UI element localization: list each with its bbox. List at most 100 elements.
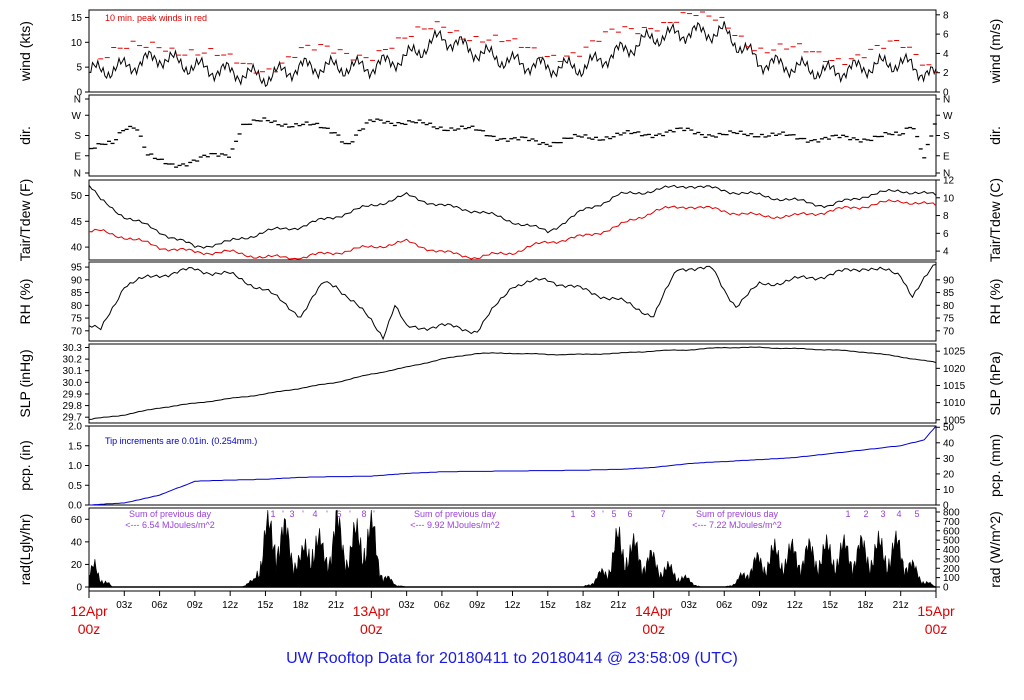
- y-tick-label: N: [943, 95, 950, 106]
- x-tick-label: 15z: [822, 600, 838, 611]
- y-tick-label: 95: [71, 263, 83, 274]
- y-tick-label: 100: [943, 573, 960, 584]
- chart-title: UW Rooftop Data for 20180411 to 20180414…: [286, 650, 738, 667]
- hour-mark: 6: [336, 509, 341, 519]
- y-tick-label: 75: [943, 314, 955, 325]
- x-tick-label: 06z: [152, 600, 168, 611]
- y-axis-label-right: RH (%): [987, 279, 1003, 325]
- daily-sum-label: Sum of previous day: [129, 509, 212, 519]
- hour-mark: 4: [312, 509, 317, 519]
- y-tick-label: 5: [76, 63, 82, 74]
- x-tick-label: 18z: [293, 600, 309, 611]
- y-tick-label: 40: [943, 438, 955, 449]
- y-axis-label-left: dir.: [17, 126, 33, 145]
- x-date-hour-label: 00z: [925, 621, 948, 637]
- y-tick-label: 1.5: [68, 441, 82, 452]
- x-date-label: 15Apr: [917, 603, 955, 619]
- series-line: [88, 184, 937, 249]
- y-tick-label: 8: [943, 10, 949, 21]
- y-axis-label-right: Tair/Tdew (C): [987, 178, 1003, 262]
- x-tick-label: 03z: [399, 600, 415, 611]
- y-tick-label: 600: [943, 526, 960, 537]
- y-tick-label: 85: [71, 288, 83, 299]
- y-tick-label: 30: [943, 454, 955, 465]
- y-tick-label: 6: [943, 30, 949, 41]
- y-axis-label-left: wind (kts): [17, 21, 33, 82]
- y-tick-label: 2: [943, 68, 949, 79]
- x-date-label: 12Apr: [70, 603, 108, 619]
- y-tick-label: N: [943, 169, 950, 180]
- x-tick-label: 12z: [504, 600, 520, 611]
- y-tick-label: 0.5: [68, 481, 82, 492]
- hour-mark: 5: [611, 509, 616, 519]
- y-tick-label: 30.2: [63, 355, 83, 366]
- y-tick-label: 50: [943, 423, 955, 434]
- x-tick-label: 12z: [222, 600, 238, 611]
- x-tick-label: 09z: [469, 600, 485, 611]
- x-tick-label: 03z: [681, 600, 697, 611]
- y-tick-label: N: [74, 169, 81, 180]
- series-line: [88, 264, 937, 341]
- panel-frame: [88, 94, 937, 177]
- y-tick-label: 50: [71, 191, 83, 202]
- radiation-area: [88, 509, 937, 588]
- panel-frame: [88, 179, 937, 261]
- x-tick-label: 09z: [751, 600, 767, 611]
- hour-mark: ': [349, 509, 351, 519]
- y-tick-label: 70: [943, 326, 955, 337]
- y-tick-label: 10: [943, 193, 955, 204]
- y-tick-label: 1.0: [68, 461, 82, 472]
- x-date-hour-label: 00z: [642, 621, 665, 637]
- tip-increment-annotation: Tip increments are 0.01in. (0.254mm.): [105, 436, 257, 446]
- hour-mark: 8: [361, 509, 366, 519]
- precip-line: [89, 425, 937, 506]
- y-tick-label: 20: [943, 469, 955, 480]
- y-tick-label: 85: [943, 288, 955, 299]
- y-tick-label: 20: [71, 560, 83, 571]
- hour-mark: 1: [845, 509, 850, 519]
- x-tick-label: 18z: [575, 600, 591, 611]
- y-tick-label: 0: [943, 501, 949, 512]
- y-tick-label: W: [72, 111, 82, 122]
- y-axis-label-left: pcp. (in): [17, 440, 33, 491]
- y-axis-label-left: rad(Lgly/hr): [17, 514, 33, 586]
- y-tick-label: 8: [943, 211, 949, 222]
- panel-frame: [88, 343, 937, 424]
- x-date-hour-label: 00z: [360, 621, 383, 637]
- hour-mark: 3: [880, 509, 885, 519]
- y-tick-label: 90: [71, 275, 83, 286]
- peak-winds-annotation: 10 min. peak winds in red: [105, 13, 207, 23]
- hour-mark: 6: [627, 509, 632, 519]
- daily-sum-label: Sum of previous day: [696, 509, 779, 519]
- y-tick-label: 0.0: [68, 501, 82, 512]
- y-tick-label: 1020: [943, 364, 966, 375]
- y-tick-label: N: [74, 95, 81, 106]
- hour-mark: ': [282, 509, 284, 519]
- x-tick-label: 21z: [328, 600, 344, 611]
- y-tick-label: E: [74, 151, 81, 162]
- y-tick-label: 60: [71, 515, 83, 526]
- y-tick-label: 1010: [943, 398, 966, 409]
- y-tick-label: 15: [71, 13, 83, 24]
- y-tick-label: 30.0: [63, 378, 83, 389]
- y-tick-label: 2.0: [68, 422, 82, 433]
- y-tick-label: 29.7: [63, 413, 83, 424]
- x-tick-label: 06z: [716, 600, 732, 611]
- y-tick-label: 500: [943, 536, 960, 547]
- y-tick-label: 80: [71, 301, 83, 312]
- y-tick-label: 1005: [943, 415, 966, 426]
- hour-mark: 7: [660, 509, 665, 519]
- y-tick-label: 40: [71, 243, 83, 254]
- y-axis-label-right: wind (m/s): [987, 19, 1003, 85]
- y-tick-label: 6: [943, 229, 949, 240]
- y-tick-label: 1015: [943, 381, 966, 392]
- y-tick-label: 0: [76, 583, 82, 594]
- y-tick-label: 29.9: [63, 389, 83, 400]
- series-line: [88, 21, 937, 88]
- daily-sum-value: <--- 6.54 MJoules/m^2: [125, 520, 215, 530]
- y-tick-label: 1025: [943, 347, 966, 358]
- panel-frame: [88, 9, 937, 93]
- y-axis-label-right: SLP (hPa): [987, 351, 1003, 415]
